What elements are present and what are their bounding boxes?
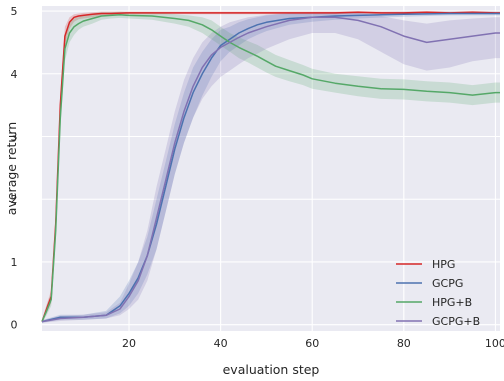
band-gcpg xyxy=(42,11,500,323)
y-tick-label: 5 xyxy=(11,5,18,18)
x-tick-label: 20 xyxy=(122,337,136,350)
x-tick-label: 40 xyxy=(214,337,228,350)
legend-label-hpg-plus-b: HPG+B xyxy=(432,296,472,309)
y-axis-label: average return xyxy=(4,122,19,215)
series-line-hpg xyxy=(41,11,500,322)
y-tick-label: 2 xyxy=(11,193,18,206)
series-line-gcpg-plus-b xyxy=(41,16,500,323)
y-tick-label: 3 xyxy=(11,131,18,144)
legend-label-hpg: HPG xyxy=(432,258,455,271)
series-lines xyxy=(41,11,500,323)
grid-lines xyxy=(42,6,500,331)
x-axis-label: evaluation step xyxy=(223,362,320,377)
tick-labels: 20 40 60 80 100 0 1 2 3 4 5 xyxy=(11,5,504,350)
legend-label-gcpg: GCPG xyxy=(432,277,463,290)
y-tick-label: 0 xyxy=(11,319,18,332)
x-tick-label: 100 xyxy=(485,337,504,350)
series-line-hpg-plus-b xyxy=(41,14,500,322)
y-tick-label: 4 xyxy=(11,68,18,81)
x-tick-label: 60 xyxy=(305,337,319,350)
band-gcpg-plus-b xyxy=(42,12,500,323)
plot-area xyxy=(42,6,500,331)
y-tick-label: 1 xyxy=(11,256,18,269)
legend-label-gcpg-plus-b: GCPG+B xyxy=(432,315,480,328)
x-tick-label: 80 xyxy=(397,337,411,350)
legend: HPG GCPG HPG+B GCPG+B xyxy=(396,258,480,328)
